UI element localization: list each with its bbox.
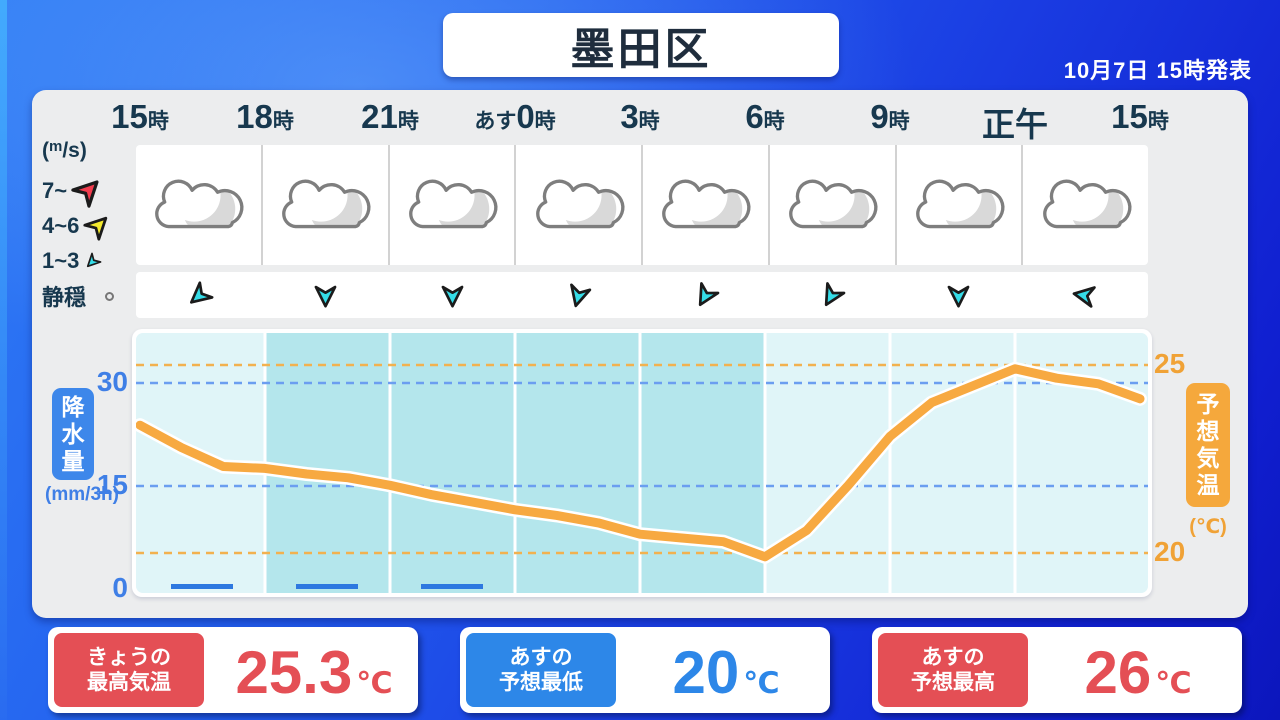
wind-direction-arrow-icon (816, 281, 846, 311)
cloudy-icon (783, 162, 881, 248)
temp-tick-label: 25 (1154, 348, 1186, 379)
summary-card-value: 26 (1084, 639, 1152, 706)
title-card: 墨田区 (443, 13, 839, 77)
wind-cell (895, 272, 1022, 318)
temperature-line (136, 364, 1145, 562)
weather-icons-row (136, 145, 1148, 265)
wind-cell (769, 272, 896, 318)
strong-wind-arrow-icon (71, 172, 107, 208)
wind-direction-arrow-icon (565, 283, 592, 310)
weather-cell (263, 145, 390, 265)
cloudy-icon (1037, 162, 1135, 248)
wind-legend-row: 7~ (42, 172, 107, 208)
precip-tick-label: 0 (112, 572, 128, 603)
time-label: 15時 (1111, 98, 1169, 135)
weather-cell (643, 145, 770, 265)
weather-cell (770, 145, 897, 265)
precip-bar (171, 584, 233, 589)
time-label: 正午 (982, 106, 1048, 143)
wind-cell (642, 272, 769, 318)
summary-card-value: 20 (672, 639, 740, 706)
cloudy-icon (530, 162, 628, 248)
wind-legend-row: 1~3 (42, 244, 102, 278)
background-edge-highlight (0, 0, 7, 720)
wind-cell (136, 272, 263, 318)
summary-card-label: きょうの 最高気温 (54, 633, 204, 707)
time-label: 3時 (620, 98, 660, 135)
summary-card: あすの 予想最高 26 ℃ (872, 627, 1242, 713)
summary-card-value: 25.3 (235, 639, 353, 706)
wind-cell (1022, 272, 1149, 318)
temp-tick-label: 20 (1154, 536, 1186, 567)
wind-legend-label: 7~ (42, 178, 68, 203)
summary-card-label: あすの 予想最低 (466, 633, 616, 707)
precip-bar (296, 584, 358, 589)
wind-direction-row (136, 272, 1148, 318)
wind-direction-arrow-icon (690, 281, 720, 311)
summary-card: きょうの 最高気温 25.3 ℃ (48, 627, 418, 713)
medium-wind-arrow-icon (83, 209, 115, 241)
wind-direction-arrow-icon (947, 285, 970, 308)
precip-tick-label: 30 (96, 365, 128, 397)
precip-temp-chart (132, 329, 1152, 597)
wind-legend-row: 静穏 (42, 279, 115, 313)
forecast-panel: 15時 18時 21時 あす0時 3時 6時 9時 正午 15時 (m/s) 7~ 4~6 1~3 静… (32, 90, 1248, 618)
precip-axis-title: 降水量 (52, 388, 94, 480)
time-label: 9時 (870, 98, 910, 135)
cloudy-icon (910, 162, 1008, 248)
cloudy-icon (403, 162, 501, 248)
wind-legend-label: 静穏 (42, 285, 87, 310)
summary-card-unit: ℃ (743, 667, 780, 700)
wind-direction-arrow-icon (314, 285, 337, 308)
wind-cell (263, 272, 390, 318)
weather-cell (516, 145, 643, 265)
wind-legend-label: 1~3 (42, 248, 80, 273)
wind-direction-arrow-icon (441, 285, 464, 308)
time-label: 21時 (361, 98, 419, 135)
summary-card-label: あすの 予想最高 (878, 633, 1028, 707)
wind-legend-unit-label: (m/s) (42, 138, 87, 162)
summary-card-unit: ℃ (356, 667, 393, 700)
page-title: 墨田区 (570, 25, 712, 74)
chart-plot-area (136, 333, 1148, 593)
summary-cards: きょうの 最高気温 25.3 ℃ あすの 予想最低 20 ℃ あすの 予想最高 26 ℃ (0, 627, 1280, 713)
time-label: 18時 (236, 98, 294, 135)
summary-card: あすの 予想最低 20 ℃ (460, 627, 830, 713)
weather-cell (1023, 145, 1148, 265)
weather-cell (390, 145, 517, 265)
time-label: 15時 (111, 98, 169, 135)
precip-bar (421, 584, 483, 589)
temp-axis-unit: (℃) (1189, 516, 1227, 538)
wind-cell (389, 272, 516, 318)
light-wind-arrow-icon (82, 252, 102, 271)
issued-at-label: 10月7日 15時発表 (1063, 58, 1252, 83)
precip-tick-label: 15 (96, 468, 128, 500)
precip-axis-unit: (mm/3h) (45, 484, 119, 505)
wind-legend-row: 4~6 (42, 209, 115, 243)
weather-cell (136, 145, 263, 265)
wind-legend-label: 4~6 (42, 213, 80, 238)
temp-axis-title: 予想気温 (1186, 383, 1230, 507)
cloudy-icon (149, 162, 247, 248)
calm-circle-icon (105, 291, 115, 301)
weather-cell (897, 145, 1024, 265)
cloudy-icon (656, 162, 754, 248)
summary-card-unit: ℃ (1155, 667, 1192, 700)
wind-direction-arrow-icon (1071, 282, 1097, 308)
time-label: あす0時 (474, 98, 556, 135)
wind-direction-arrow-icon (183, 280, 214, 311)
wind-cell (516, 272, 643, 318)
time-label: 6時 (745, 98, 785, 135)
cloudy-icon (276, 162, 374, 248)
